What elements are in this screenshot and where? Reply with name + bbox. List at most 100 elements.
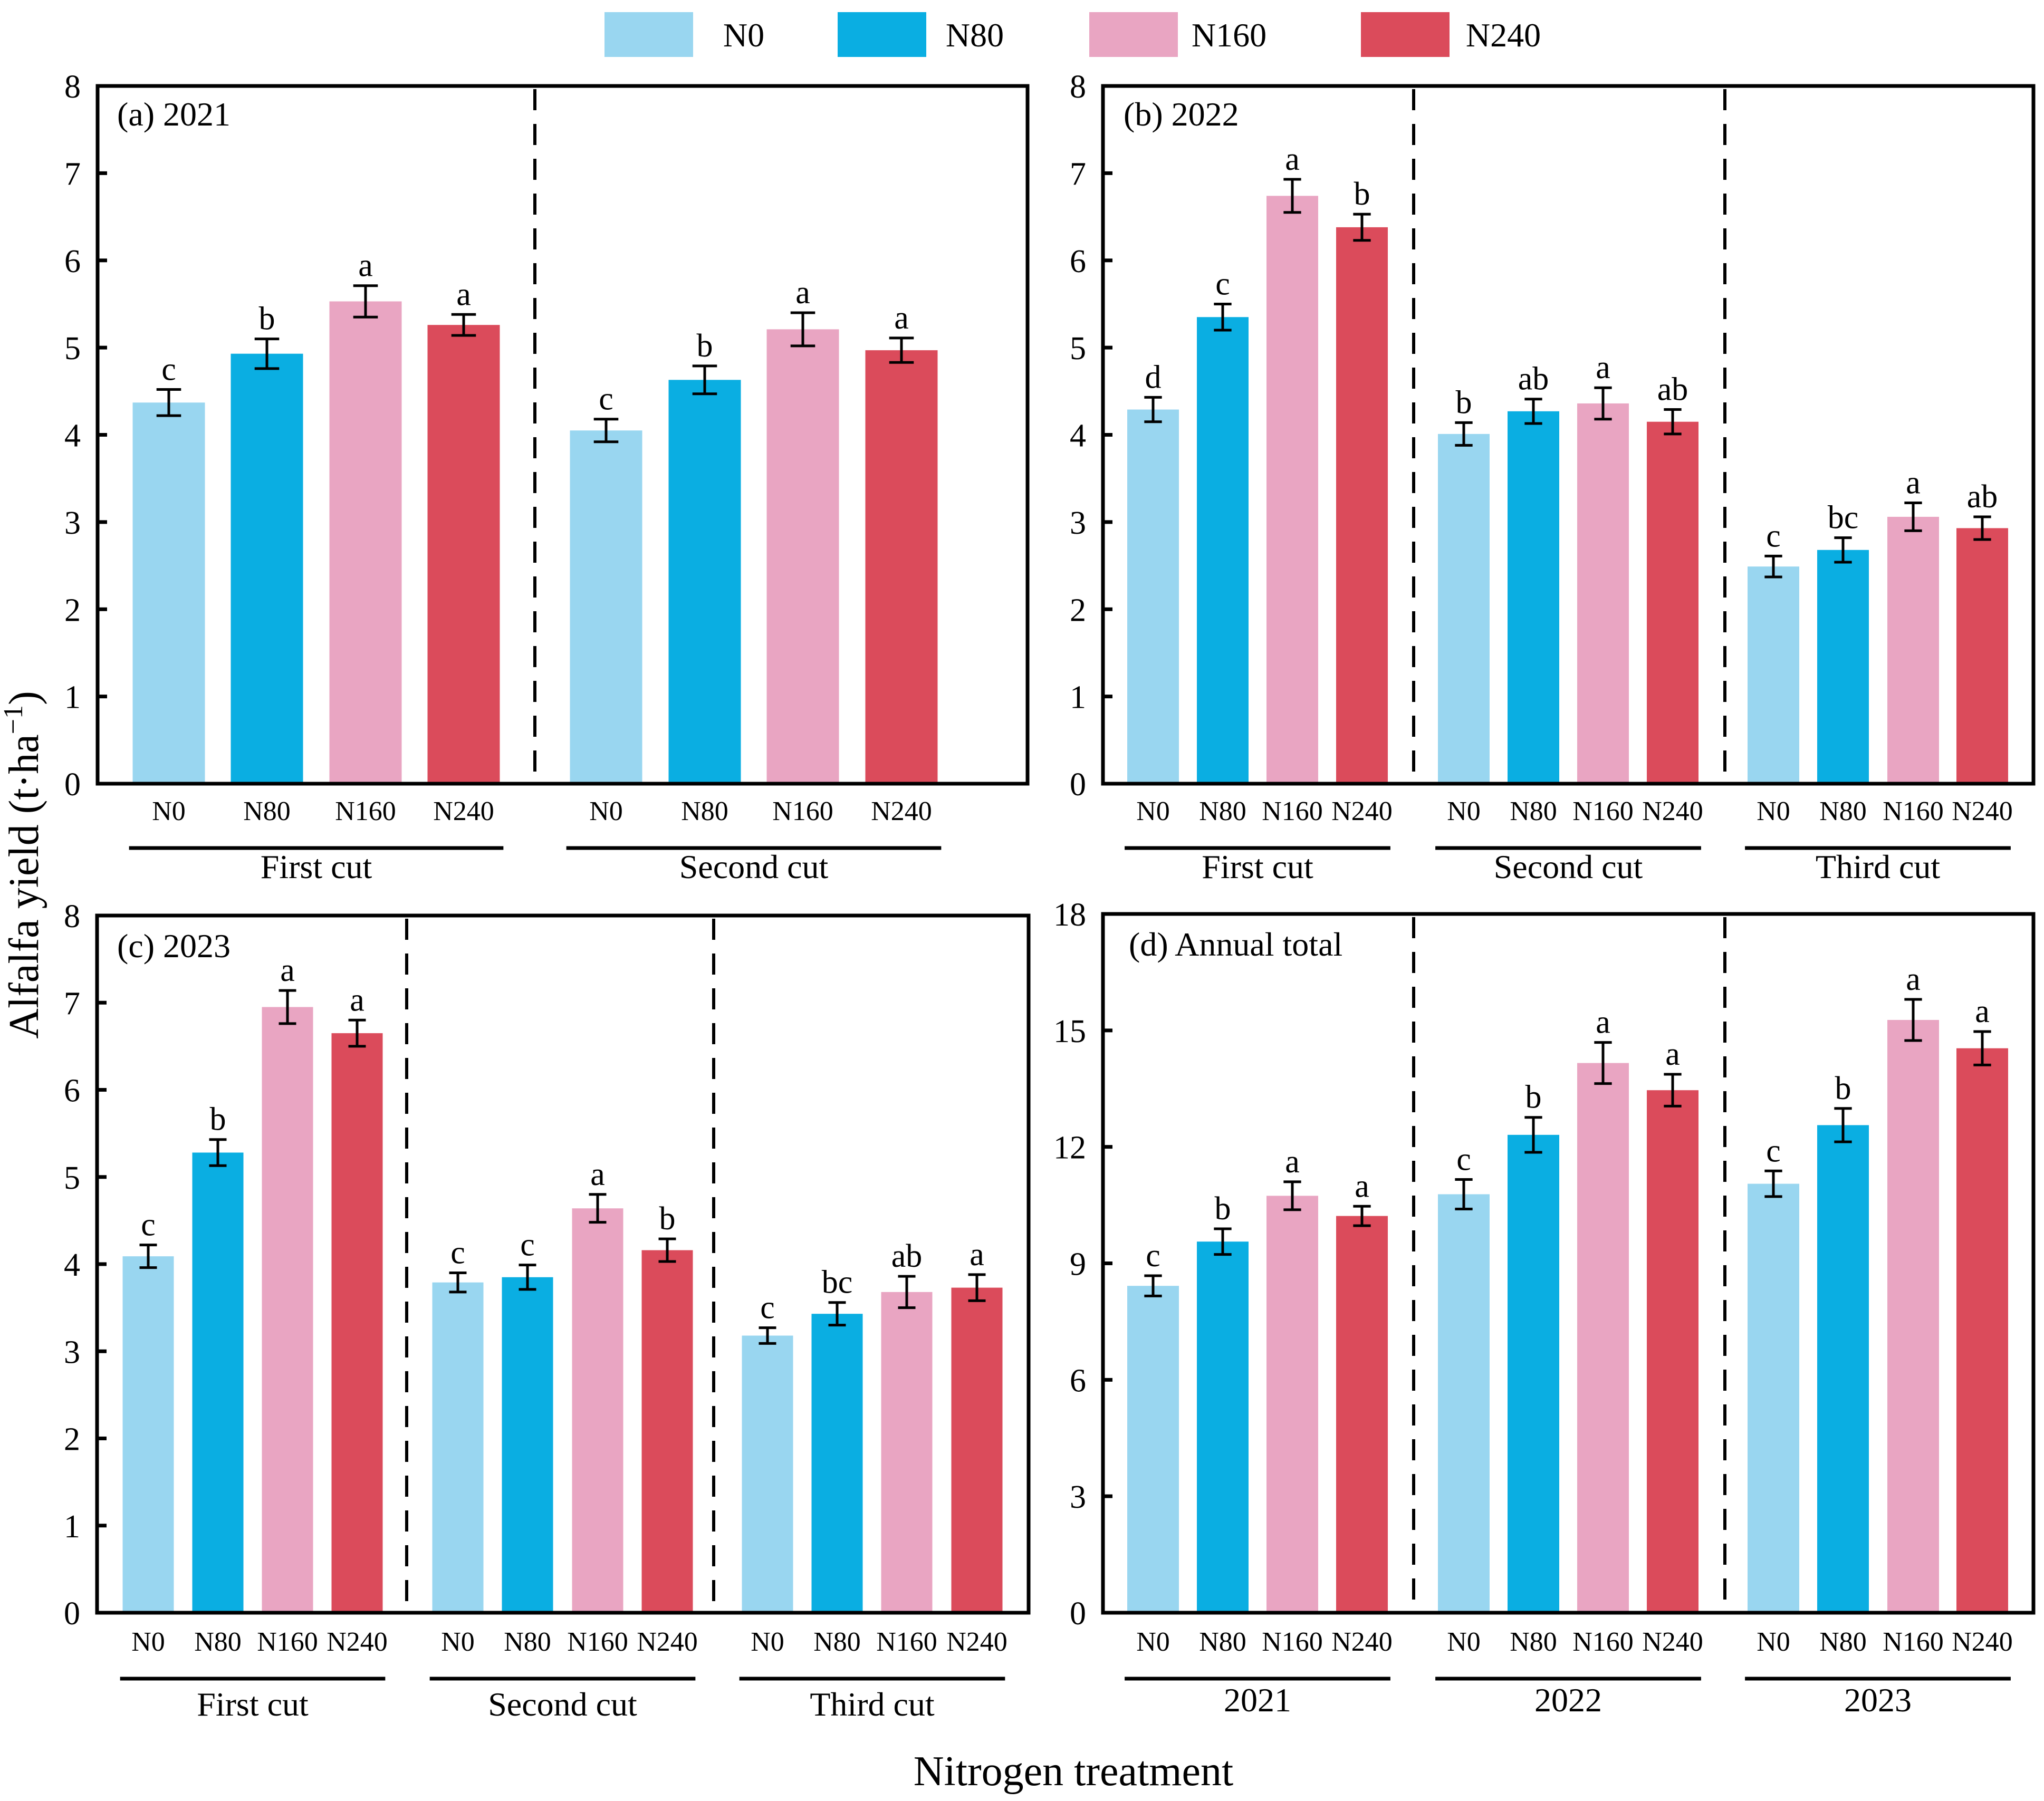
error-bar <box>1834 1107 1852 1143</box>
x-tick-label: N240 <box>1952 1627 2013 1657</box>
bar-n0 <box>1748 1183 1799 1613</box>
x-tick-label: N80 <box>1510 1627 1557 1657</box>
significance-letter: b <box>1456 384 1472 420</box>
x-tick-label: N240 <box>1331 1627 1393 1657</box>
x-tick-label: N240 <box>1642 796 1703 826</box>
error-bar <box>898 1275 916 1309</box>
panel-c: c N0 b N80 a N160 a N240 First cut c N0 c N80 a N160 b N… <box>64 899 1031 1723</box>
error-bar <box>1904 998 1922 1042</box>
significance-letter: c <box>520 1227 535 1263</box>
significance-letter: a <box>358 248 373 284</box>
x-tick-label: N80 <box>1510 796 1557 826</box>
error-bar <box>451 313 476 337</box>
panel-a-group-1: c N0 b N80 a N160 a N240 Second cut <box>566 275 942 885</box>
bar-n240 <box>1647 1090 1698 1613</box>
panel-title: (a) 2021 <box>117 95 231 133</box>
y-tick-label: 15 <box>1053 1014 1086 1049</box>
panel-d-group-0: c N0 b N80 a N160 a N240 2021 <box>1125 1144 1393 1719</box>
panel-title: (d) Annual total <box>1129 926 1342 963</box>
bar-n0 <box>1438 1194 1490 1613</box>
error-bar <box>1764 1169 1782 1198</box>
significance-letter: c <box>1766 518 1781 554</box>
y-axis-title-close: ) <box>1 691 47 705</box>
bar-n240 <box>427 325 500 784</box>
bar-n0 <box>570 430 642 784</box>
bar-n240 <box>1647 421 1698 784</box>
group-label: 2022 <box>1534 1681 1602 1719</box>
error-bar <box>658 1237 676 1263</box>
y-tick-label: 1 <box>64 680 81 716</box>
panel-title: (b) 2022 <box>1124 95 1239 133</box>
significance-letter: a <box>350 982 364 1018</box>
y-tick-label: 7 <box>1070 156 1086 192</box>
error-bar <box>1353 213 1371 242</box>
group-label: 2021 <box>1224 1681 1291 1719</box>
significance-letter: a <box>1596 350 1610 386</box>
bar-n160 <box>572 1208 623 1613</box>
panel-b-group-0: d N0 c N80 a N160 b N240 First cut <box>1125 141 1393 885</box>
significance-letter: ab <box>1657 372 1688 408</box>
group-label: 2023 <box>1844 1681 1912 1719</box>
x-tick-label: N160 <box>1883 796 1944 826</box>
error-bar <box>1214 1227 1232 1256</box>
x-tick-label: N80 <box>1819 796 1867 826</box>
error-bar <box>254 338 280 370</box>
panel-d: c N0 b N80 a N160 a N240 2021 c N0 b N80 a N160 a N240 20… <box>1053 897 2036 1719</box>
group-label: First cut <box>1202 848 1313 885</box>
y-tick-label: 2 <box>1070 592 1086 628</box>
group-label: Second cut <box>679 848 829 885</box>
bar-n240 <box>865 350 938 784</box>
significance-letter: a <box>1665 1036 1680 1072</box>
legend-label-n240: N240 <box>1466 16 1541 54</box>
bar-n0 <box>432 1282 484 1613</box>
error-bar <box>449 1272 467 1294</box>
legend-swatch-n240 <box>1361 12 1450 57</box>
x-tick-label: N0 <box>589 796 623 826</box>
error-bar <box>139 1244 157 1269</box>
error-bar <box>968 1273 986 1302</box>
y-axis-title-sup: −1 <box>0 705 28 734</box>
y-axis-title-main: Alfalfa yield (t·ha <box>1 734 47 1039</box>
legend-swatch-n0 <box>604 12 693 57</box>
x-tick-label: N160 <box>876 1627 937 1657</box>
error-bar <box>759 1326 776 1345</box>
y-tick-label: 8 <box>64 899 80 935</box>
bar-n80 <box>1817 550 1869 784</box>
group-label: Second cut <box>488 1686 637 1723</box>
x-tick-label: N0 <box>1757 796 1790 826</box>
x-tick-label: N0 <box>1447 1627 1481 1657</box>
bar-n160 <box>1266 196 1318 784</box>
significance-letter: d <box>1145 359 1162 395</box>
x-tick-label: N240 <box>637 1627 698 1657</box>
significance-letter: a <box>1596 1005 1610 1041</box>
y-tick-label: 3 <box>1070 1479 1086 1515</box>
bar-n0 <box>1748 566 1799 784</box>
x-tick-label: N240 <box>1642 1627 1703 1657</box>
significance-letter: a <box>1975 994 1990 1029</box>
y-tick-label: 2 <box>64 1422 80 1458</box>
panel-c-group-0: c N0 b N80 a N160 a N240 First cut <box>120 952 388 1723</box>
plot-frame <box>95 913 1031 1615</box>
error-bar <box>1664 1073 1682 1107</box>
error-bar <box>1834 536 1852 564</box>
y-tick-label: 4 <box>64 418 81 454</box>
error-bar <box>1973 515 1991 541</box>
panel-title: (c) 2023 <box>117 927 231 965</box>
x-tick-label: N240 <box>1952 796 2013 826</box>
significance-letter: ab <box>1518 361 1549 397</box>
error-bar <box>1144 396 1162 423</box>
y-tick-label: 3 <box>64 505 81 541</box>
panel-b-group-2: c N0 bc N80 a N160 ab N240 Third cut <box>1745 465 2013 885</box>
significance-letter: a <box>1285 1144 1300 1180</box>
bar-n80 <box>502 1277 553 1613</box>
x-tick-label: N160 <box>567 1627 628 1657</box>
significance-letter: ab <box>1967 479 1998 515</box>
y-tick-label: 5 <box>64 331 81 367</box>
panel-d-group-2: c N0 b N80 a N160 a N240 2023 <box>1745 961 2013 1719</box>
error-bar <box>1353 1205 1371 1227</box>
panel-a: c N0 b N80 a N160 a N240 First cut c N0 b N80 a N160 a N… <box>64 69 1030 885</box>
error-bar <box>348 1018 366 1048</box>
error-bar <box>156 388 181 417</box>
y-tick-label: 3 <box>1070 505 1086 541</box>
